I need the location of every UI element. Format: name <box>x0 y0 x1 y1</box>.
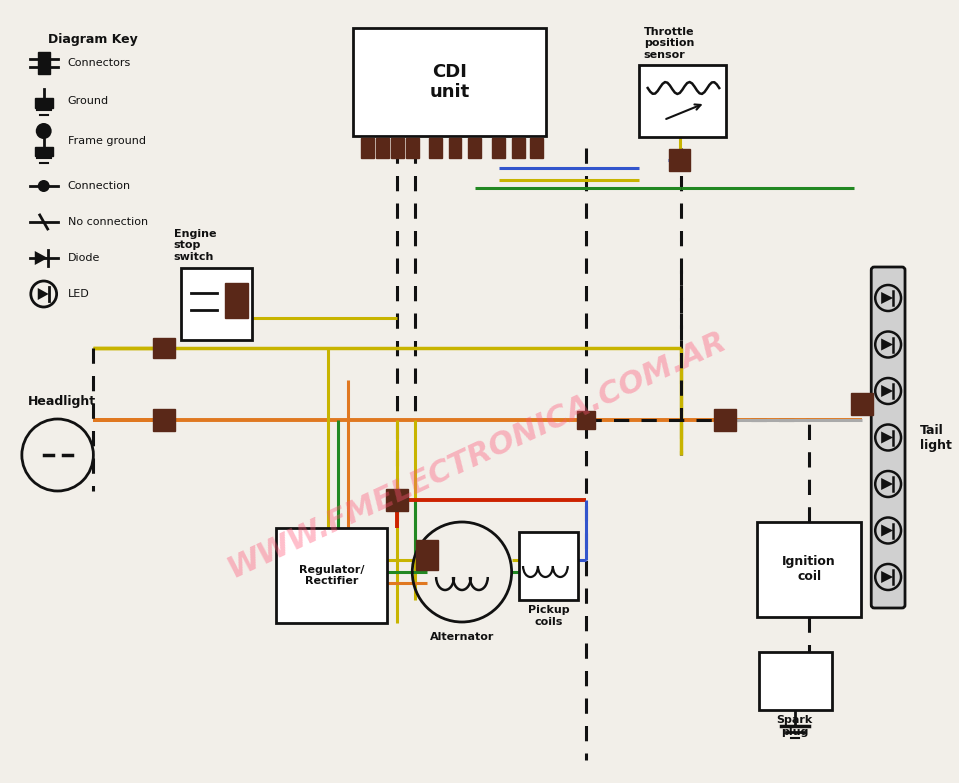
Bar <box>530 138 543 158</box>
Circle shape <box>37 180 50 192</box>
Polygon shape <box>881 478 893 490</box>
Bar <box>181 268 252 340</box>
Bar <box>153 409 175 431</box>
Bar <box>512 138 525 158</box>
Text: Alternator: Alternator <box>430 632 494 642</box>
Polygon shape <box>881 571 893 583</box>
Bar <box>391 138 404 158</box>
Bar <box>224 283 248 317</box>
Text: Diode: Diode <box>67 253 100 263</box>
Bar <box>153 338 175 358</box>
Text: Throttle
position
sensor: Throttle position sensor <box>643 27 694 60</box>
Bar <box>35 98 53 108</box>
Circle shape <box>35 123 52 139</box>
Text: CDI
unit: CDI unit <box>430 63 470 102</box>
Polygon shape <box>881 385 893 397</box>
Bar <box>519 532 578 600</box>
Bar <box>852 393 874 415</box>
Bar <box>639 65 726 137</box>
Bar <box>37 52 50 74</box>
Bar <box>714 409 737 431</box>
Bar <box>353 28 547 136</box>
Text: Engine
stop
switch: Engine stop switch <box>174 229 217 262</box>
Polygon shape <box>881 431 893 443</box>
Bar <box>468 138 481 158</box>
Text: Headlight: Headlight <box>28 395 96 408</box>
Bar <box>416 540 438 570</box>
Text: Diagram Key: Diagram Key <box>48 33 137 46</box>
Text: Spark
plug: Spark plug <box>777 715 813 737</box>
Text: No connection: No connection <box>67 217 148 227</box>
Bar <box>362 138 374 158</box>
Text: WWW.FMELECTRONICA.COM.AR: WWW.FMELECTRONICA.COM.AR <box>222 327 731 584</box>
Bar <box>429 138 441 158</box>
Text: Regulator/
Rectifier: Regulator/ Rectifier <box>299 565 364 586</box>
Polygon shape <box>881 338 893 351</box>
Bar <box>386 489 409 511</box>
Bar <box>757 522 861 617</box>
Polygon shape <box>37 288 49 300</box>
Bar <box>577 411 596 429</box>
Bar <box>759 652 832 710</box>
Text: Connection: Connection <box>67 181 130 191</box>
Text: Tail
light: Tail light <box>920 424 951 452</box>
Text: Pickup
coils: Pickup coils <box>527 605 570 626</box>
Bar <box>35 147 53 156</box>
Text: Ground: Ground <box>67 96 108 106</box>
Bar <box>668 149 690 171</box>
Bar <box>376 138 389 158</box>
Polygon shape <box>35 251 48 265</box>
Text: Ignition
coil: Ignition coil <box>783 555 836 583</box>
FancyBboxPatch shape <box>871 267 905 608</box>
Bar <box>276 528 387 623</box>
Text: Connectors: Connectors <box>67 58 130 68</box>
Bar <box>492 138 505 158</box>
Text: LED: LED <box>67 289 89 299</box>
Polygon shape <box>881 525 893 536</box>
Bar <box>406 138 419 158</box>
Polygon shape <box>881 292 893 304</box>
Text: Frame ground: Frame ground <box>67 136 146 146</box>
Bar <box>449 138 461 158</box>
